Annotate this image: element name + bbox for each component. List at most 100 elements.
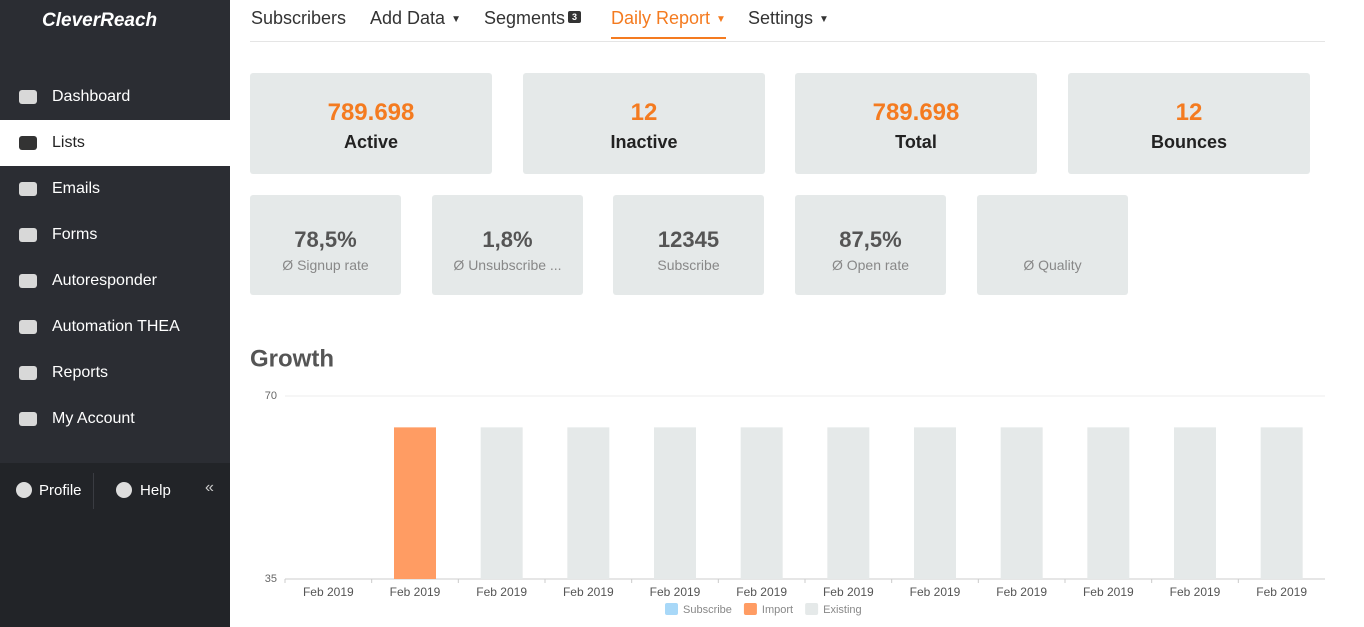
metric-card: 87,5% Ø Open rate [795, 195, 946, 295]
footer-icon [116, 482, 132, 498]
metric-card: Ø Quality [977, 195, 1128, 295]
metric-value: 87,5% [839, 227, 902, 252]
bar [740, 427, 783, 579]
caret: ▼ [451, 14, 461, 25]
bar [480, 427, 523, 579]
metric-card: 12345 Subscribe [613, 195, 764, 295]
sidebar-item[interactable]: Emails [0, 166, 230, 212]
icon [19, 228, 37, 242]
x-tick-label: Feb 2019 [1083, 585, 1134, 599]
x-tick-label: Feb 2019 [1256, 585, 1307, 599]
legend-label: Subscribe [683, 604, 732, 616]
x-tick-label: Feb 2019 [823, 585, 874, 599]
sidebar-item[interactable]: Autoresponder [0, 258, 230, 304]
footer-icon [16, 482, 32, 498]
icon [19, 412, 37, 426]
stat-card: 12 Bounces [1068, 73, 1310, 174]
bar [1260, 427, 1303, 579]
icon [19, 182, 37, 196]
icon [19, 320, 37, 334]
nav-item[interactable]: Segments 3 [484, 8, 582, 29]
sidebar-footer: « Profile Help [0, 463, 230, 627]
metric-label: Ø Open rate [831, 257, 910, 273]
nav-item[interactable]: Add Data ▼ [370, 8, 461, 29]
stat-card: 789.698 Active [250, 73, 492, 174]
bar [1000, 427, 1043, 579]
x-tick-label: Feb 2019 [910, 585, 961, 599]
metric-label: Subscribe [657, 257, 720, 273]
metric-card: 78,5% Ø Signup rate [250, 195, 401, 295]
stat-value: 789.698 [872, 99, 960, 126]
badge: 3 [568, 11, 582, 23]
nav-label: Add Data [370, 8, 446, 28]
bar [567, 427, 610, 579]
x-tick-label: Feb 2019 [390, 585, 441, 599]
label: Lists [52, 134, 85, 151]
brand-logo[interactable]: CleverReach [42, 10, 158, 31]
label: Reports [52, 364, 109, 381]
x-tick-label: Feb 2019 [563, 585, 614, 599]
legend-label: Existing [823, 604, 862, 616]
footer-link[interactable]: Help [140, 482, 171, 499]
metric-card: 1,8% Ø Unsubscribe ... [432, 195, 583, 295]
label: Forms [52, 226, 98, 243]
nav-item[interactable]: Subscribers [251, 8, 346, 29]
caret: ▼ [819, 14, 829, 25]
bar [827, 427, 870, 579]
stat-value: 12 [1175, 99, 1203, 126]
nav-label: Segments [484, 8, 566, 28]
bar [914, 427, 956, 579]
metric-value: 1,8% [482, 227, 533, 252]
label: Emails [52, 180, 101, 197]
metric-label: Ø Quality [1023, 257, 1082, 273]
stat-card: 789.698 Total [795, 73, 1037, 174]
sidebar-item[interactable]: Automation THEA [0, 304, 230, 350]
sidebar-item[interactable]: Dashboard [0, 74, 230, 120]
x-tick-label: Feb 2019 [303, 585, 354, 599]
x-tick-label: Feb 2019 [650, 585, 701, 599]
stat-value: 789.698 [327, 99, 415, 126]
nav-label: Daily Report [611, 8, 711, 28]
sidebar-item[interactable]: Reports [0, 350, 230, 396]
stat-label: Inactive [610, 132, 678, 152]
caret: ▼ [716, 14, 726, 25]
icon [19, 136, 37, 150]
legend-label: Import [762, 604, 793, 616]
label: Dashboard [52, 88, 131, 105]
y-tick-label: 70 [265, 390, 277, 402]
sidebar-item[interactable]: Forms [0, 212, 230, 258]
footer-link[interactable]: Profile [39, 482, 82, 499]
sidebar-item[interactable]: Lists [0, 120, 230, 166]
nav-item[interactable]: Daily Report ▼ [611, 8, 726, 39]
nav-divider [250, 41, 1325, 42]
growth-chart: Growth 35 70 Feb 2019 Feb 2019 Feb 2019 Feb 2… [250, 345, 1325, 616]
sidebar-item[interactable]: My Account [0, 396, 230, 442]
label: Autoresponder [52, 272, 157, 289]
bar [394, 427, 436, 579]
x-tick-label: Feb 2019 [736, 585, 787, 599]
nav-item[interactable]: Settings ▼ [748, 8, 829, 29]
legend-swatch [805, 603, 819, 615]
nav-label: Settings [748, 8, 814, 28]
bar [654, 427, 696, 579]
stat-value: 12 [630, 99, 658, 126]
metric-label: Ø Unsubscribe ... [453, 257, 562, 273]
icon [19, 90, 37, 104]
stat-label: Bounces [1150, 132, 1228, 152]
bar [1087, 427, 1130, 579]
collapse-button[interactable]: « [205, 479, 214, 496]
metric-value: 12345 [657, 227, 720, 252]
y-tick-label: 35 [265, 573, 277, 585]
x-tick-label: Feb 2019 [1170, 585, 1221, 599]
icon [19, 274, 37, 288]
stat-label: Total [895, 132, 937, 152]
metric-label: Ø Signup rate [282, 257, 369, 273]
icon [19, 366, 37, 380]
label: Automation THEA [52, 318, 180, 335]
label: My Account [52, 410, 135, 427]
separator [93, 473, 94, 509]
chart-title: Growth [250, 345, 334, 372]
stat-card: 12 Inactive [523, 73, 765, 174]
legend-swatch [665, 603, 678, 615]
